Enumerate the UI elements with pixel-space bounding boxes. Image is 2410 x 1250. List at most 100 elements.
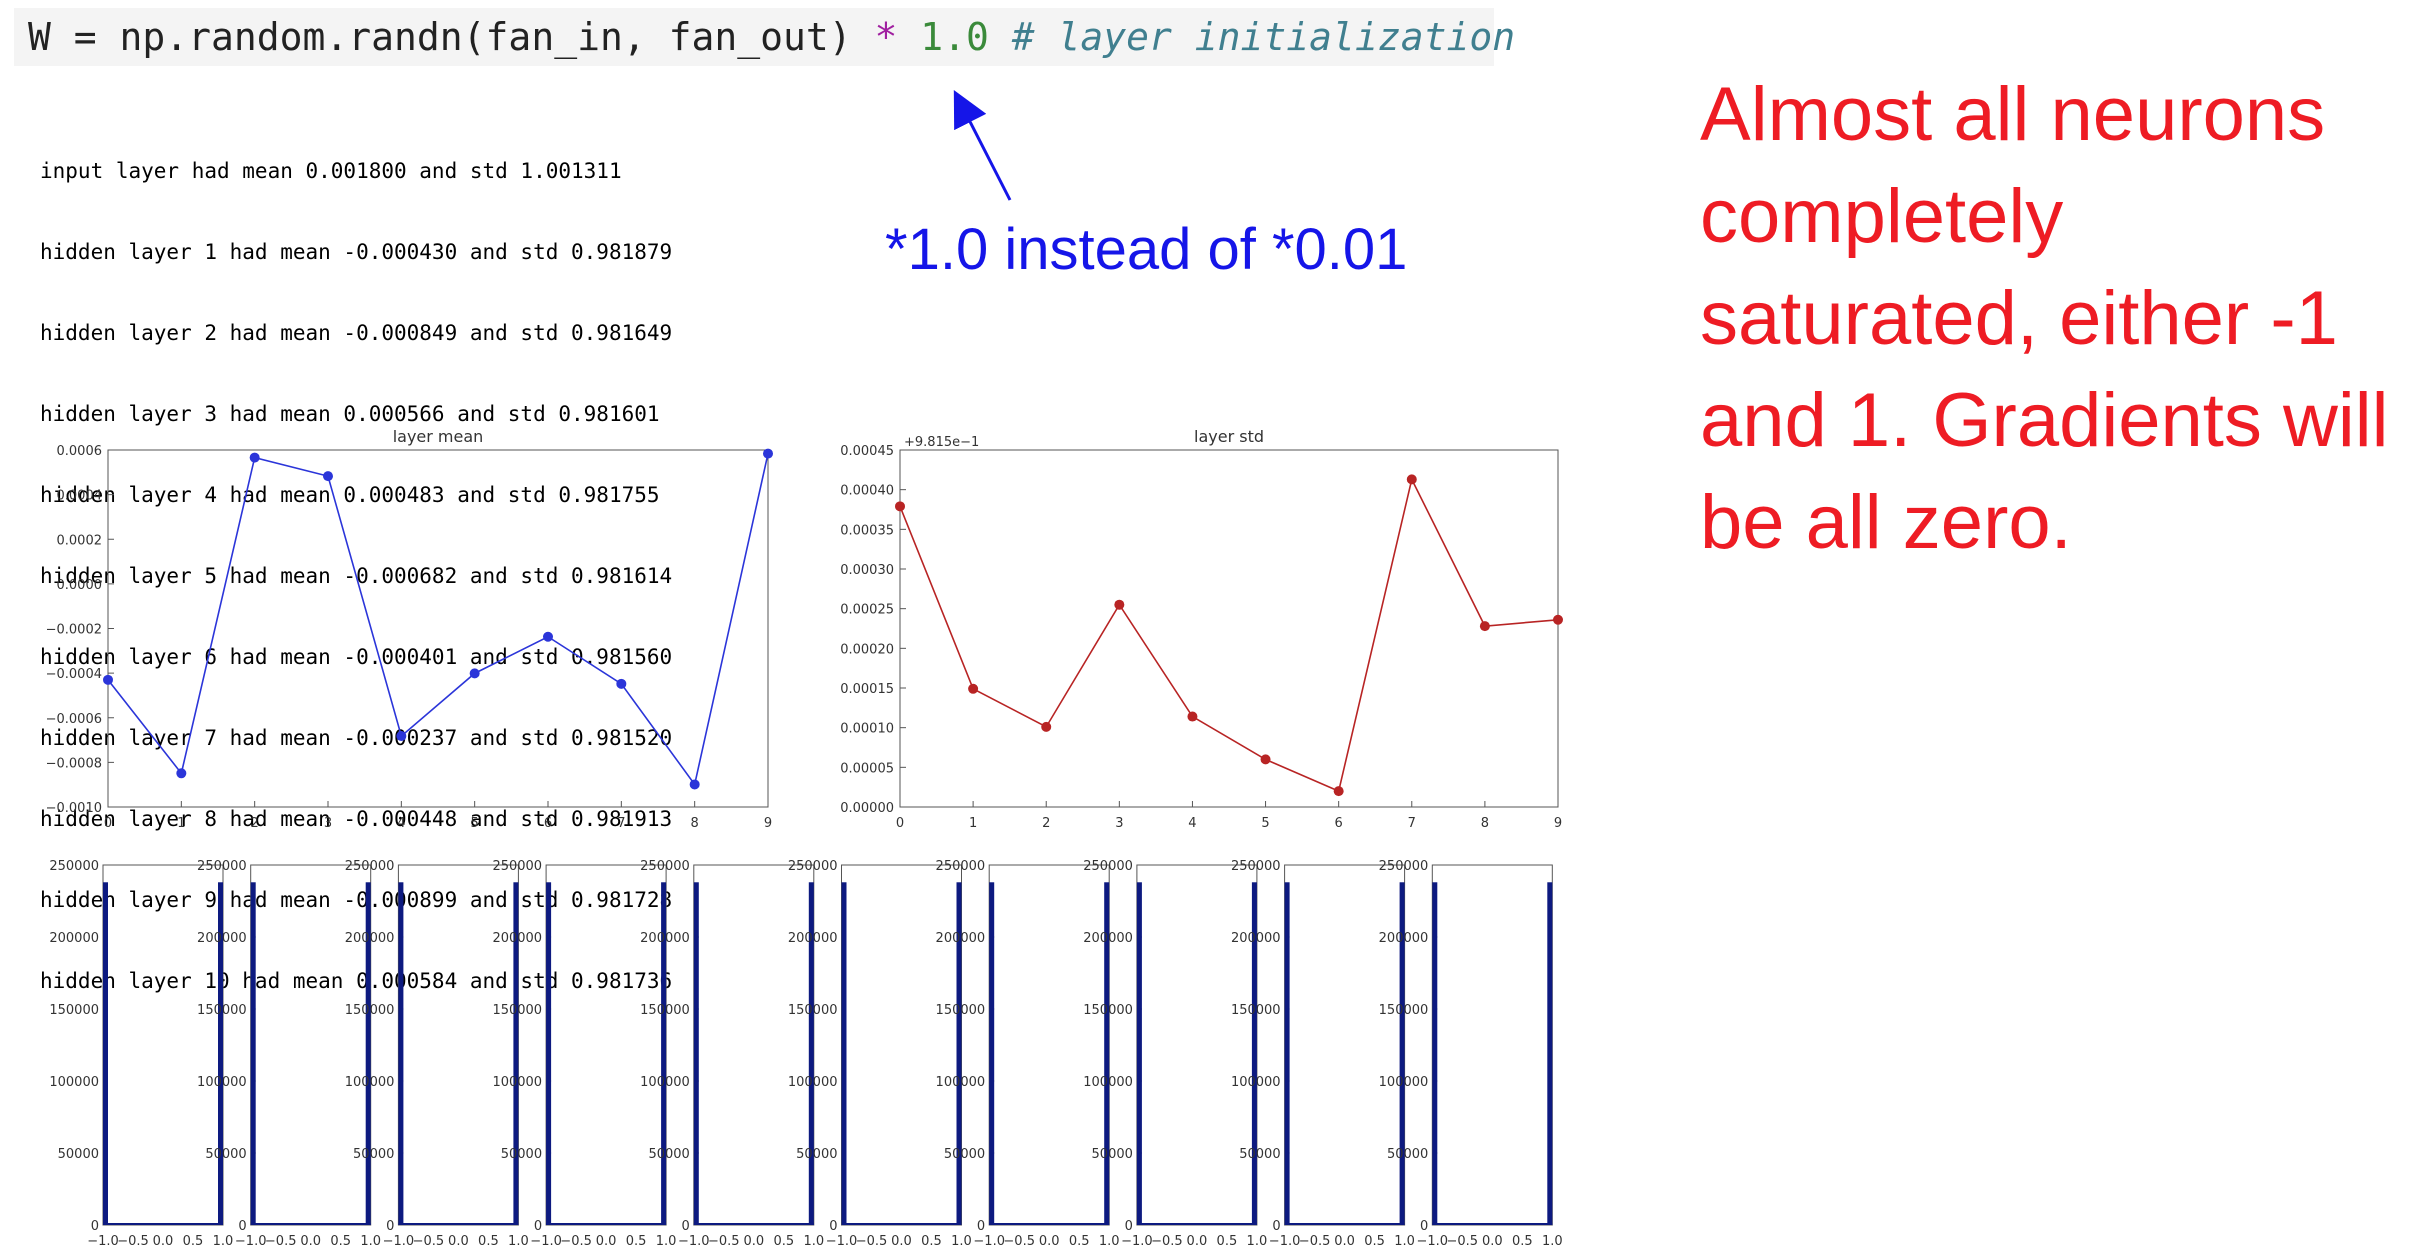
histogram-xtick-label: 1.0 [1542, 1234, 1563, 1249]
std-data-point [1333, 786, 1344, 797]
mean-data-point [469, 668, 480, 679]
histogram-xtick-label: −1.0 [87, 1234, 119, 1249]
histogram-bar [841, 882, 847, 1225]
histogram-frame [841, 864, 962, 1226]
histogram-xtick-label: 0.0 [153, 1234, 174, 1249]
histogram-xtick-label: 0.0 [300, 1234, 321, 1249]
histogram-xtick-label: 0.0 [1482, 1234, 1503, 1249]
histogram-bar [513, 882, 519, 1225]
code-operator: * [874, 15, 898, 59]
histogram-bar [398, 882, 404, 1225]
mean-data-point [103, 674, 113, 685]
std-xtick-label: 6 [1335, 816, 1343, 831]
mean-xtick-label: 5 [471, 816, 479, 831]
histogram-ytick-label: 0 [534, 1219, 542, 1234]
stats-line: hidden layer 5 had mean -0.000682 and st… [40, 564, 673, 588]
histogram-xtick-label: 1.0 [803, 1234, 824, 1249]
histogram-ytick-label: 100000 [1083, 1075, 1133, 1090]
histogram-ytick-label: 200000 [1231, 931, 1281, 946]
histogram-xtick-label: 0.5 [478, 1234, 499, 1249]
histogram-bar [1432, 882, 1438, 1225]
std-chart: layer std 0.00045 0.00040 0.00035 0.00030 0.0… [840, 427, 1563, 831]
mean-title: layer mean [393, 427, 484, 446]
histogram-xtick-label: −0.5 [856, 1234, 888, 1249]
histogram-ytick-label: 250000 [936, 859, 986, 874]
histogram-bar [956, 882, 962, 1225]
histogram-ytick-label: 0 [1420, 1219, 1428, 1234]
histogram-ytick-label: 50000 [944, 1147, 985, 1162]
histogram-ytick-label: 250000 [197, 859, 247, 874]
histogram-xtick-label: −0.5 [1447, 1234, 1479, 1249]
histogram-frame [1136, 864, 1258, 1226]
histogram-xtick-label: −1.0 [973, 1234, 1005, 1249]
std-xtick-label: 0 [896, 816, 904, 831]
std-xtick-label: 9 [1554, 816, 1562, 831]
histogram-ytick-label: 250000 [345, 859, 395, 874]
layer-stats-output: input layer had mean 0.001800 and std 1.… [40, 104, 672, 1022]
histogram-xtick-label: −0.5 [1151, 1234, 1183, 1249]
histogram-ytick-label: 150000 [197, 1003, 247, 1018]
histogram-ytick-label: 150000 [1231, 1003, 1281, 1018]
histogram-xtick-label: 0.5 [330, 1234, 351, 1249]
histogram-ytick-label: 200000 [640, 931, 690, 946]
histogram-bar [1284, 882, 1290, 1225]
histogram-ytick-label: 150000 [788, 1003, 838, 1018]
histogram-xtick-label: 0.5 [1364, 1234, 1385, 1249]
histogram-ytick-label: 0 [682, 1219, 690, 1234]
histogram-frame [1284, 864, 1406, 1226]
histogram-xtick-label: 0.5 [1069, 1234, 1090, 1249]
mean-xtick-label: 7 [617, 816, 625, 831]
mean-data-point [323, 471, 333, 482]
mean-ytick-label: −0.0008 [46, 756, 102, 771]
mean-frame [107, 449, 769, 808]
histogram-ytick-label: 150000 [1083, 1003, 1133, 1018]
callout-text: Almost all neurons completely saturated,… [1700, 72, 2389, 565]
histogram-ytick-label: 100000 [640, 1075, 690, 1090]
std-data-point [895, 501, 905, 512]
histogram-ytick-label: 0 [829, 1219, 837, 1234]
histogram-frame [1431, 864, 1553, 1226]
histogram-xtick-label: 0.0 [448, 1234, 469, 1249]
histogram-xtick-label: 0.0 [1187, 1234, 1208, 1249]
histogram-ytick-label: 200000 [936, 931, 986, 946]
histogram-xtick-label: −1.0 [1417, 1234, 1449, 1249]
histogram-ytick-label: 150000 [345, 1003, 395, 1018]
histogram-ytick-label: 50000 [796, 1147, 837, 1162]
std-data-point [1114, 599, 1125, 610]
annotation-text: *1.0 instead of *0.01 [885, 217, 1408, 282]
histogram-ytick-label: 200000 [49, 931, 99, 946]
histogram-xtick-label: 1.0 [1247, 1234, 1268, 1249]
stats-line: hidden layer 4 had mean 0.000483 and std… [40, 483, 660, 507]
stats-line: hidden layer 2 had mean -0.000849 and st… [40, 321, 673, 345]
std-data-point [1260, 754, 1271, 765]
histogram-ytick-label: 250000 [788, 859, 838, 874]
histogram-xtick-label: 0.0 [743, 1234, 764, 1249]
mean-xtick-label: 9 [764, 816, 772, 831]
std-xtick-label: 5 [1261, 816, 1269, 831]
mean-ytick-label: 0.0000 [57, 578, 103, 593]
histogram-ytick-label: 200000 [788, 931, 838, 946]
histogram-ytick-label: 0 [91, 1219, 99, 1234]
stats-line: hidden layer 8 had mean -0.000448 and st… [40, 807, 673, 831]
mean-xtick-label: 3 [324, 816, 332, 831]
histogram-xtick-label: −1.0 [235, 1234, 267, 1249]
histogram-xtick-label: 1.0 [1394, 1234, 1415, 1249]
histogram-ytick-label: 0 [238, 1219, 246, 1234]
mean-data-point [763, 448, 773, 459]
std-xtick-label: 8 [1481, 816, 1489, 831]
std-data-point [1553, 614, 1563, 625]
histogram-bar [546, 882, 552, 1225]
std-xtick-label: 2 [1042, 816, 1050, 831]
histogram-bar [693, 882, 699, 1225]
mean-ytick-label: −0.0010 [46, 801, 102, 816]
histogram-ytick-label: 150000 [1379, 1003, 1429, 1018]
histogram-ytick-label: 50000 [205, 1147, 246, 1162]
histogram-frame [545, 864, 667, 1226]
histogram-ytick-label: 50000 [58, 1147, 99, 1162]
histogram-xtick-label: 0.5 [1512, 1234, 1533, 1249]
stats-line: hidden layer 1 had mean -0.000430 and st… [40, 240, 673, 264]
histogram-ytick-label: 200000 [1083, 931, 1133, 946]
histogram-ytick-label: 150000 [936, 1003, 986, 1018]
histogram-ytick-label: 0 [977, 1219, 985, 1234]
